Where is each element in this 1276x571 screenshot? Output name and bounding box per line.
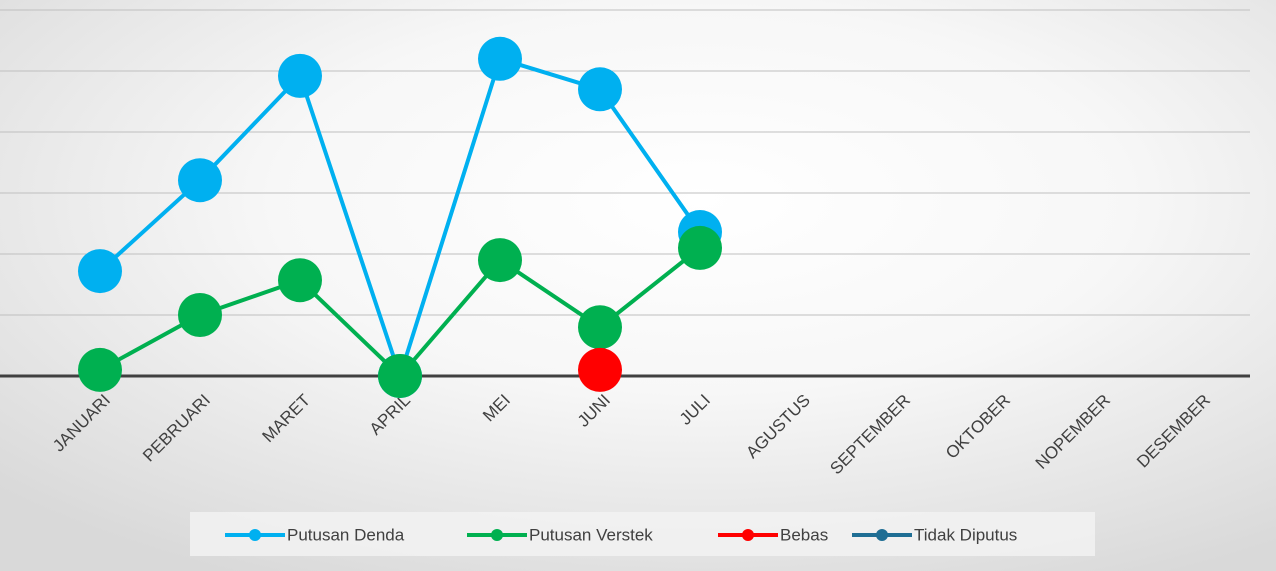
marker xyxy=(578,305,622,350)
marker xyxy=(478,238,522,283)
legend-marker xyxy=(491,529,503,541)
marker xyxy=(278,53,322,98)
marker xyxy=(578,347,622,392)
marker xyxy=(478,36,522,81)
marker xyxy=(78,249,122,294)
legend-label: Putusan Verstek xyxy=(529,525,653,544)
legend-label: Putusan Denda xyxy=(287,525,405,544)
legend-label: Tidak Diputus xyxy=(914,525,1017,544)
marker xyxy=(378,354,422,398)
legend-marker xyxy=(876,529,888,541)
marker xyxy=(678,225,722,270)
marker xyxy=(178,293,222,337)
marker xyxy=(178,158,222,203)
legend-box xyxy=(190,512,1095,556)
legend-marker xyxy=(249,529,261,541)
marker xyxy=(278,258,322,303)
marker xyxy=(78,347,122,392)
legend-label: Bebas xyxy=(780,525,828,544)
marker xyxy=(578,67,622,112)
legend-marker xyxy=(742,529,754,541)
